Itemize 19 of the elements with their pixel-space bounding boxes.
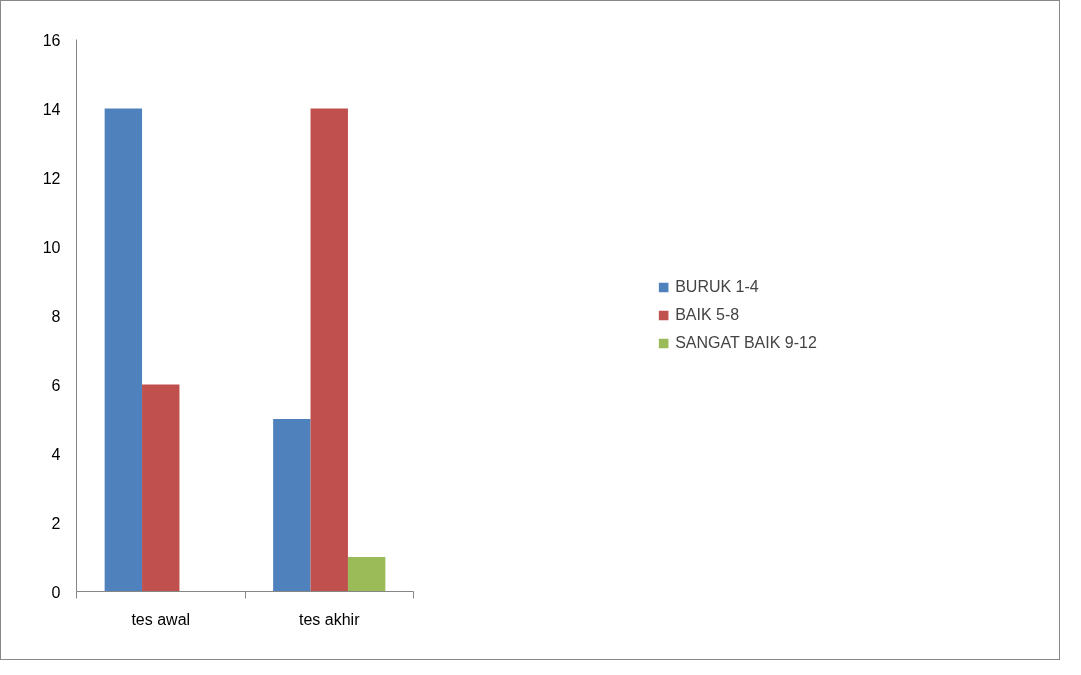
- y-tick-label: 8: [51, 307, 61, 325]
- y-tick-label: 16: [42, 31, 61, 49]
- y-tick-label: 0: [51, 583, 61, 601]
- y-tick-label: 12: [42, 169, 61, 187]
- bar: [273, 419, 311, 592]
- x-tick-label: tes akhir: [299, 610, 361, 628]
- legend-label: SANGAT BAIK 9-12: [675, 334, 817, 352]
- legend-label: BAIK 5-8: [675, 306, 740, 324]
- y-tick-label: 14: [42, 100, 61, 118]
- y-tick-label: 2: [51, 514, 61, 532]
- bar: [142, 384, 180, 592]
- y-tick-label: 6: [51, 376, 61, 394]
- legend-label: BURUK 1-4: [675, 278, 759, 296]
- bar: [310, 108, 348, 592]
- bar: [347, 557, 386, 592]
- bar: [104, 108, 143, 592]
- x-tick-label: tes awal: [131, 610, 191, 628]
- y-tick-label: 10: [42, 238, 61, 256]
- y-tick-label: 4: [51, 445, 61, 463]
